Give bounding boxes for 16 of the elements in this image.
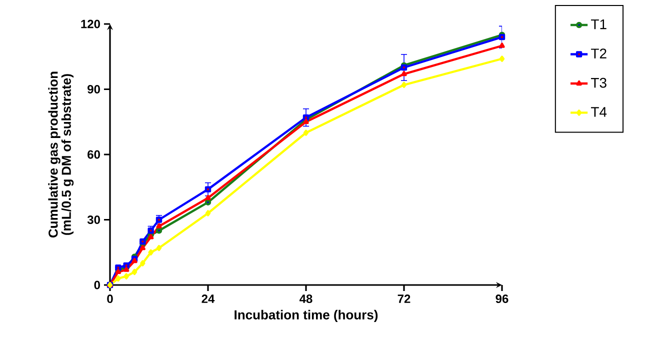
y-tick-label: 30 xyxy=(87,215,100,224)
x-tick-label: 0 xyxy=(107,294,113,304)
legend-label: T3 xyxy=(591,78,606,88)
legend-label: T4 xyxy=(591,107,607,117)
y-tick-label: 0 xyxy=(94,280,100,290)
x-tick-label: 48 xyxy=(300,294,312,304)
legend-label: T1 xyxy=(591,19,606,30)
y-axis-title: Cumulative gas production (mL/0.5 g DM of substrate) xyxy=(48,72,74,238)
x-tick-label: 96 xyxy=(496,294,508,304)
x-tick-label: 24 xyxy=(202,294,215,303)
x-tick-label: 72 xyxy=(398,294,410,303)
y-tick-label: 120 xyxy=(81,20,100,28)
y-tick-label: 90 xyxy=(88,85,100,94)
y-tick-label: 60 xyxy=(88,150,100,159)
legend-label: T2 xyxy=(591,48,606,58)
x-axis-title: Incubation time (hours) xyxy=(234,310,378,322)
